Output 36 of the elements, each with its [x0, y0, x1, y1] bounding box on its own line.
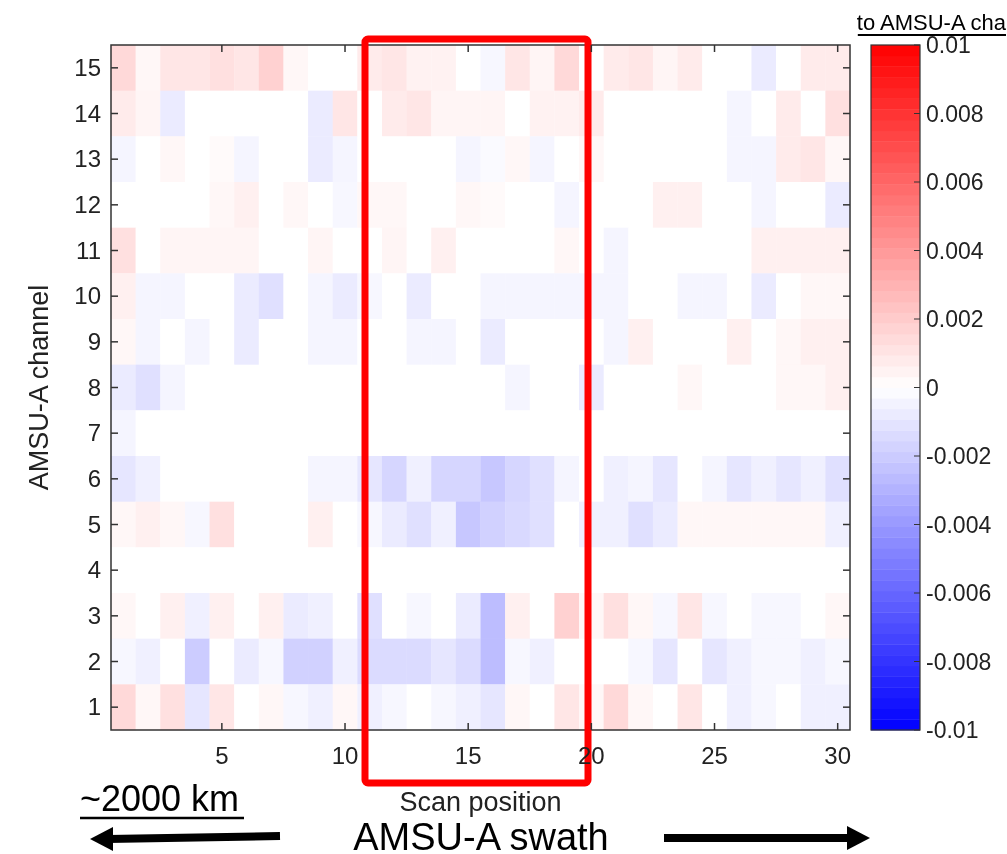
color-bar-label: -0.002: [926, 443, 992, 469]
y-tick-label: 9: [87, 327, 101, 355]
color-bar-label: -0.004: [926, 511, 992, 538]
y-axis-title: AMSU-A channel: [24, 284, 54, 491]
y-tick-label: 4: [87, 556, 101, 584]
x-tick-label: 5: [215, 742, 229, 769]
y-tick-label: 13: [74, 145, 101, 173]
color-bar-label: -0.01: [926, 717, 979, 743]
x-axis-title: Scan position: [399, 787, 562, 817]
color-bar-label: 0.002: [926, 306, 984, 332]
color-bar-label: 0.006: [926, 169, 984, 195]
y-tick-label: 8: [87, 373, 101, 401]
y-tick-label: 6: [87, 464, 101, 492]
color-bar-label: -0.008: [926, 648, 992, 675]
y-tick-label: 11: [76, 236, 101, 264]
y-tick-label: 7: [87, 419, 101, 447]
x-tick-label: 10: [331, 742, 359, 769]
color-bar-label: -0.006: [926, 580, 992, 606]
y-tick-label: 15: [74, 53, 101, 81]
y-tick-label: 14: [74, 99, 101, 127]
y-tick-label: 1: [87, 693, 101, 721]
color-bar-label: 0.004: [926, 237, 984, 264]
x-tick-label: 25: [701, 742, 728, 769]
y-tick-label: 10: [74, 282, 101, 310]
y-tick-label: 12: [74, 190, 101, 218]
text: AMSU-A swath: [353, 816, 609, 854]
color-bar-label: 0.008: [926, 100, 984, 127]
text: to AMSU-A cha: [856, 10, 1007, 35]
text: ~2000 km: [80, 778, 240, 819]
color-bar-label: 0.01: [926, 32, 971, 58]
y-tick-label: 2: [87, 647, 101, 675]
y-tick-label: 5: [87, 510, 101, 538]
x-tick-label: 15: [454, 742, 482, 769]
y-tick-label: 3: [87, 601, 101, 629]
color-bar-label: 0: [926, 374, 939, 401]
x-tick-label: 30: [824, 742, 852, 769]
